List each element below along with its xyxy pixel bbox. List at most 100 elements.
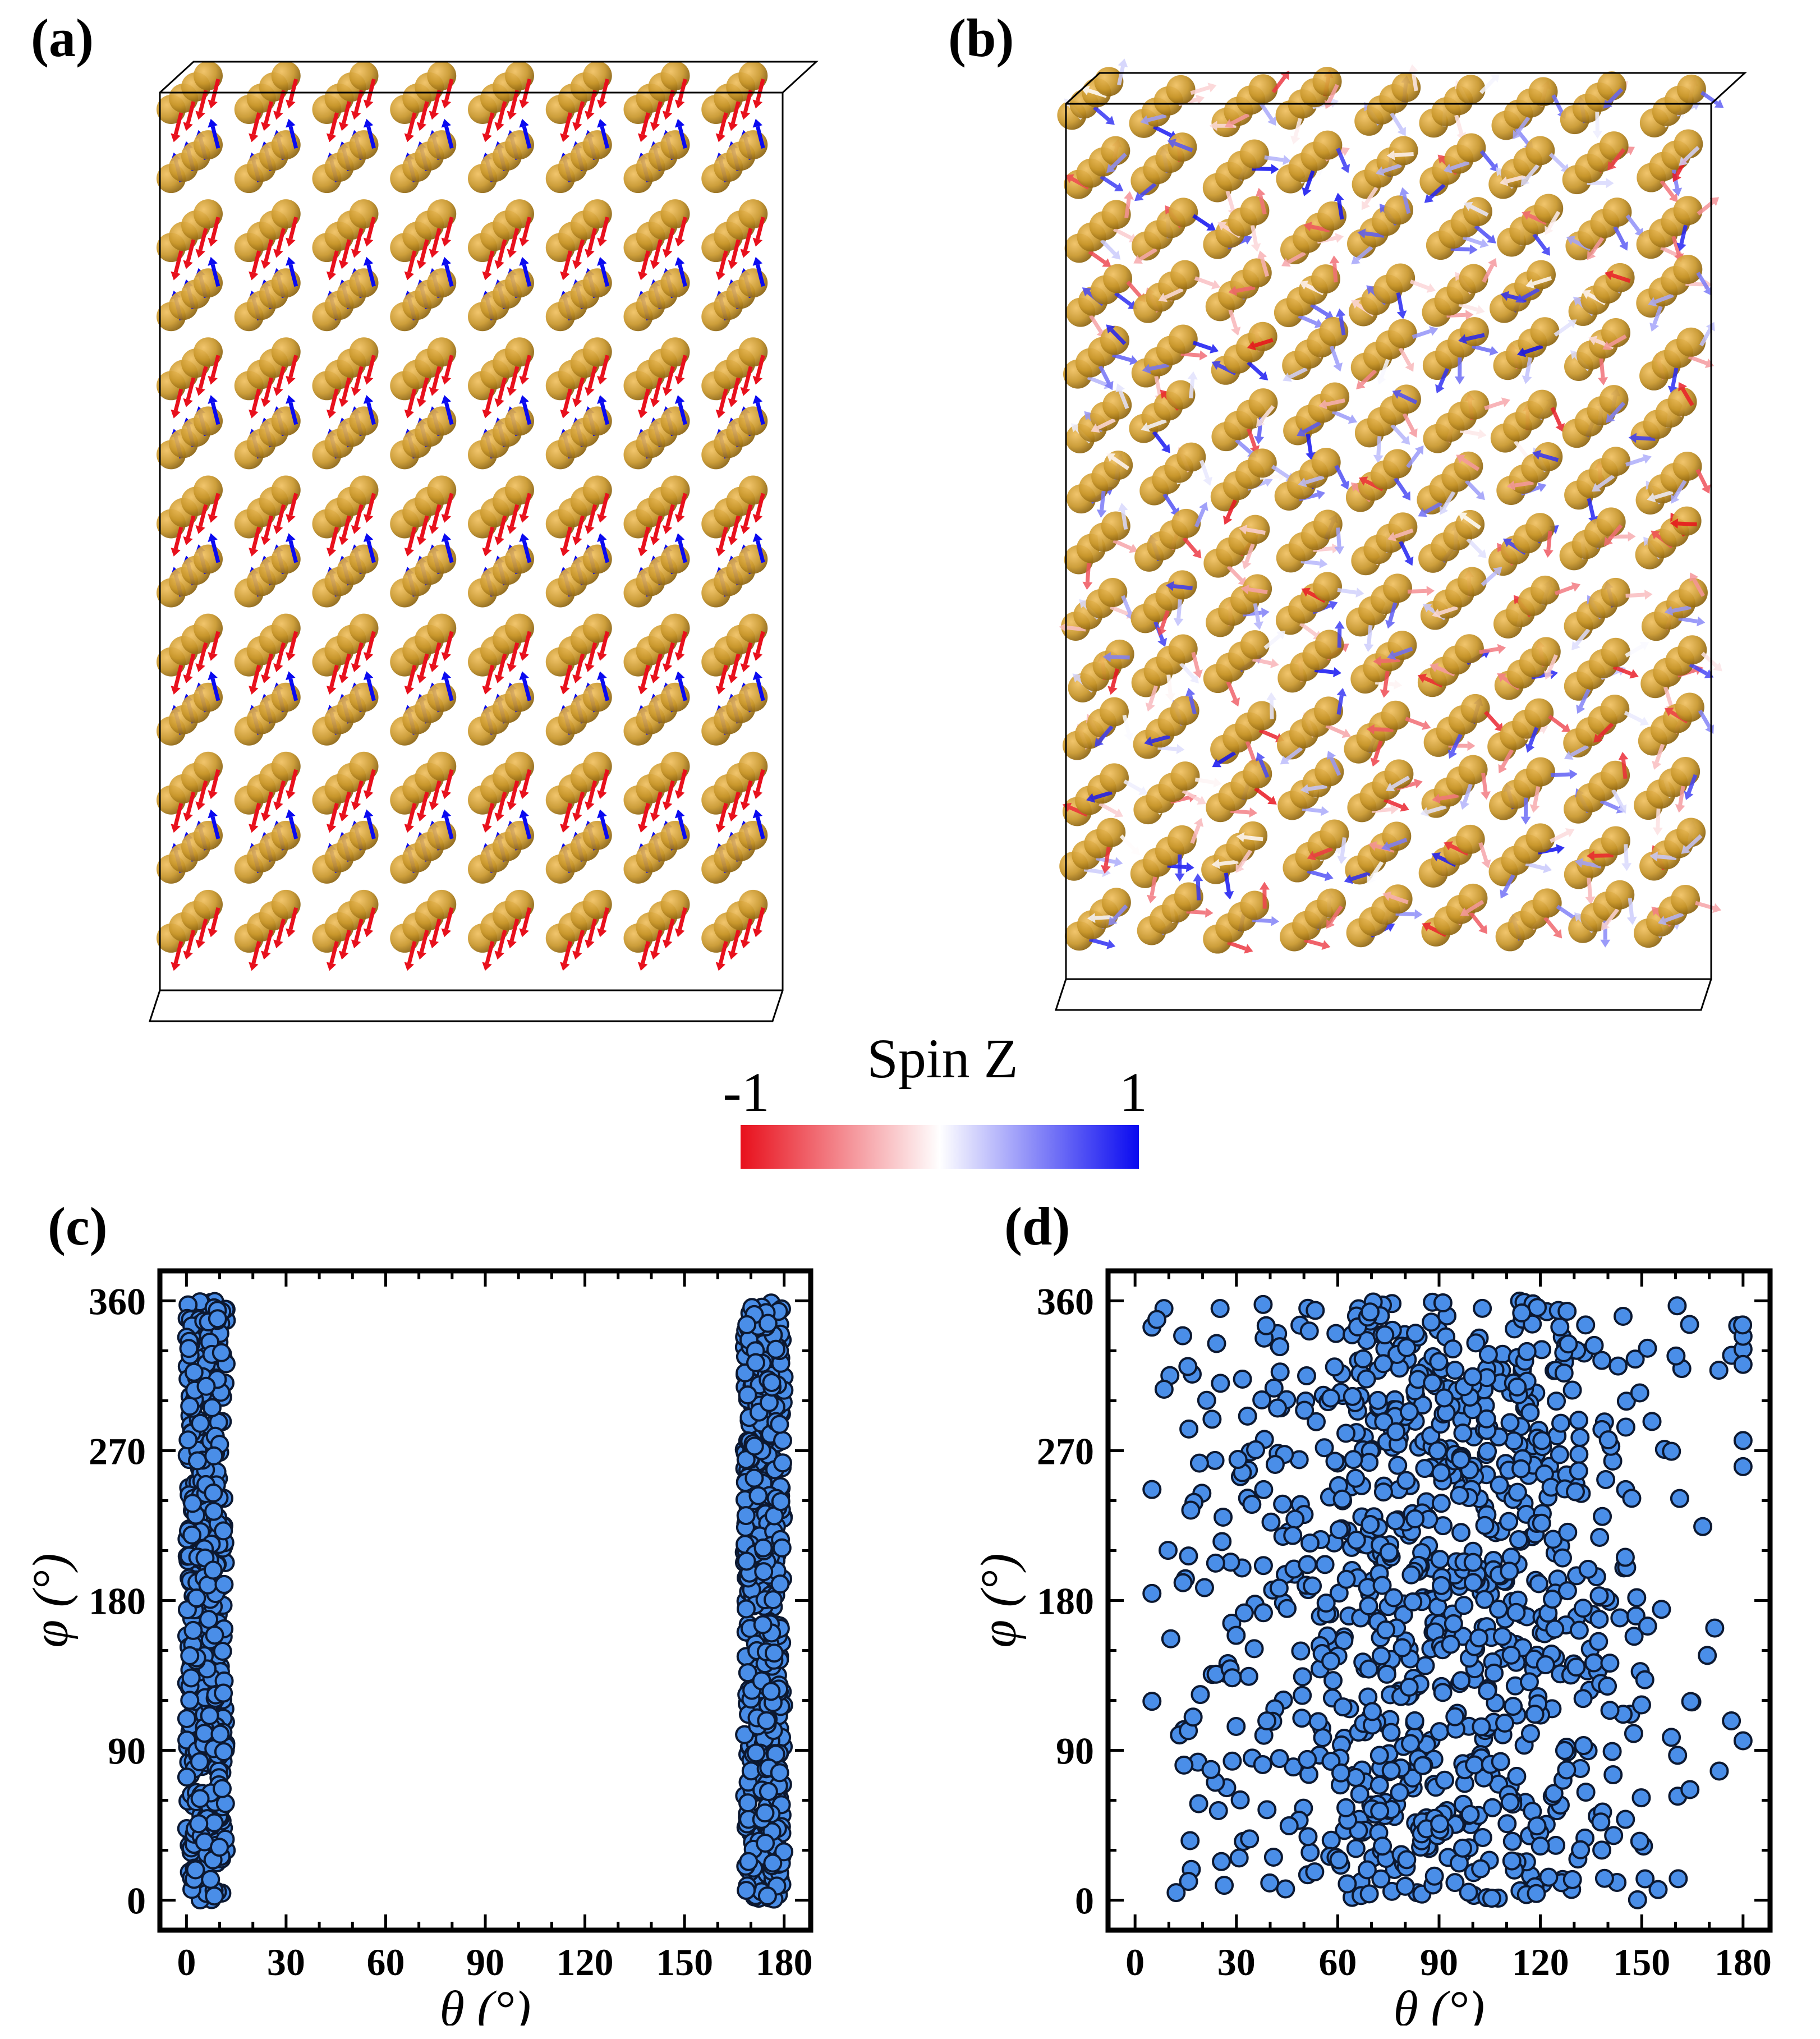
x-tick-label: 60 xyxy=(366,1941,405,1983)
scatter-point xyxy=(204,1501,224,1521)
scatter-point xyxy=(1504,1697,1523,1716)
scatter-point xyxy=(1240,1829,1260,1849)
scatter-point xyxy=(1624,1627,1644,1646)
scatter-point xyxy=(1397,1338,1417,1357)
scatter-point xyxy=(1229,1848,1249,1868)
scatter-point xyxy=(1576,1783,1596,1802)
scatter-point xyxy=(1161,1629,1180,1648)
scatter-point xyxy=(1293,1667,1312,1687)
scatter-point xyxy=(210,1838,229,1857)
scatter-point xyxy=(1433,1293,1453,1313)
scatter-point xyxy=(736,1506,756,1526)
scatter-point xyxy=(1374,1412,1394,1431)
scatter-point xyxy=(1253,1294,1273,1314)
scatter-point xyxy=(1326,1324,1346,1343)
scatter-point xyxy=(772,1538,792,1558)
scatter-point xyxy=(1329,1850,1349,1870)
x-axis-label: θ (°) xyxy=(440,1981,531,2026)
y-tick-label: 270 xyxy=(1037,1430,1094,1472)
scatter-point xyxy=(1431,1576,1451,1595)
scatter-point xyxy=(1308,1712,1328,1732)
x-tick-label: 0 xyxy=(1125,1941,1145,1983)
scatter-point xyxy=(1283,1526,1303,1545)
scatter-point xyxy=(1269,1578,1289,1598)
scatter-point xyxy=(1733,1431,1753,1450)
scatter-point xyxy=(757,1711,776,1730)
scatter-point xyxy=(1520,1403,1540,1422)
scatter-point xyxy=(1386,1511,1405,1531)
scatter-point xyxy=(1520,1724,1540,1743)
scatter-point xyxy=(1630,1383,1649,1403)
scatter-point xyxy=(1397,1850,1417,1870)
scatter-point xyxy=(180,1691,200,1710)
scatter-point xyxy=(1478,1681,1497,1701)
scatter-point xyxy=(770,1415,789,1434)
scatter-point xyxy=(1500,1562,1519,1581)
scatter-point xyxy=(1430,1722,1449,1742)
scatter-point xyxy=(1401,1565,1421,1585)
scatter-point xyxy=(1315,1555,1335,1574)
scatter-point xyxy=(1197,1390,1216,1410)
scatter-point xyxy=(1550,1445,1569,1464)
scatter-point xyxy=(1539,1867,1559,1887)
scatter-point xyxy=(1648,1880,1668,1899)
scatter-point xyxy=(1405,1509,1425,1528)
scatter-point xyxy=(1424,1866,1444,1886)
scatter-point xyxy=(1667,1296,1687,1316)
scatter-point xyxy=(1441,1634,1460,1654)
scatter-point xyxy=(1445,1707,1465,1726)
scatter-point xyxy=(199,1610,219,1629)
scatter-point xyxy=(1386,1422,1406,1441)
scatter-point xyxy=(1253,1556,1273,1576)
scatter-point xyxy=(1263,1847,1283,1867)
scatter-point xyxy=(736,1450,756,1469)
scatter-point xyxy=(1569,1620,1589,1640)
scatter-point xyxy=(739,1852,759,1871)
scatter-point xyxy=(1532,1513,1551,1533)
y-tick-label: 90 xyxy=(108,1730,146,1772)
scatter-point xyxy=(1652,1600,1671,1619)
scatter-point xyxy=(1506,1602,1526,1622)
scatter-point xyxy=(1722,1711,1741,1730)
scatter-point xyxy=(736,1599,756,1619)
scatter-point xyxy=(1338,1874,1357,1894)
scatter-point xyxy=(1321,1830,1341,1850)
scatter-point xyxy=(1379,1542,1399,1562)
x-tick-label: 90 xyxy=(466,1941,504,1983)
x-tick-label: 60 xyxy=(1318,1941,1357,1983)
scatter-point xyxy=(1230,1790,1250,1810)
scatter-point xyxy=(1346,1468,1366,1488)
scatter-point xyxy=(1472,1717,1491,1737)
spin-z-colorbar: Spin Z -1 1 xyxy=(718,1016,1167,1178)
scatter-point xyxy=(1666,1346,1686,1366)
scatter-point xyxy=(1500,1793,1520,1812)
scatter-point xyxy=(1375,1325,1395,1345)
scatter-point xyxy=(187,1451,207,1471)
y-tick-label: 0 xyxy=(1075,1880,1094,1922)
scatter-point xyxy=(1228,1450,1248,1469)
panel-label-a: (a) xyxy=(31,8,94,68)
scatter-point xyxy=(1362,1702,1382,1721)
scatter-point xyxy=(1525,1705,1545,1724)
scatter-point xyxy=(214,1521,233,1541)
scatter-point xyxy=(1305,1862,1325,1882)
scatter-point xyxy=(1610,1608,1630,1628)
scatter-point xyxy=(1578,1559,1598,1579)
scatter-point xyxy=(1357,1369,1376,1389)
scatter-point xyxy=(1306,1412,1326,1431)
scatter-point xyxy=(1206,1553,1225,1573)
scatter-point xyxy=(1316,1593,1336,1613)
scatter-point xyxy=(1270,1749,1289,1769)
scatter-point xyxy=(1557,1581,1577,1601)
scatter-point xyxy=(1270,1362,1290,1382)
scatter-point xyxy=(1371,1646,1391,1666)
scatter-point xyxy=(1532,1431,1552,1450)
scatter-point xyxy=(1594,1868,1614,1888)
scatter-point xyxy=(1361,1302,1380,1322)
y-tick-label: 180 xyxy=(89,1580,146,1623)
scatter-point xyxy=(761,1682,781,1701)
scatter-point xyxy=(1509,1530,1528,1550)
scatter-point xyxy=(1359,1659,1378,1679)
scatter-point xyxy=(1212,1532,1232,1551)
scatter-point xyxy=(1475,1590,1495,1609)
